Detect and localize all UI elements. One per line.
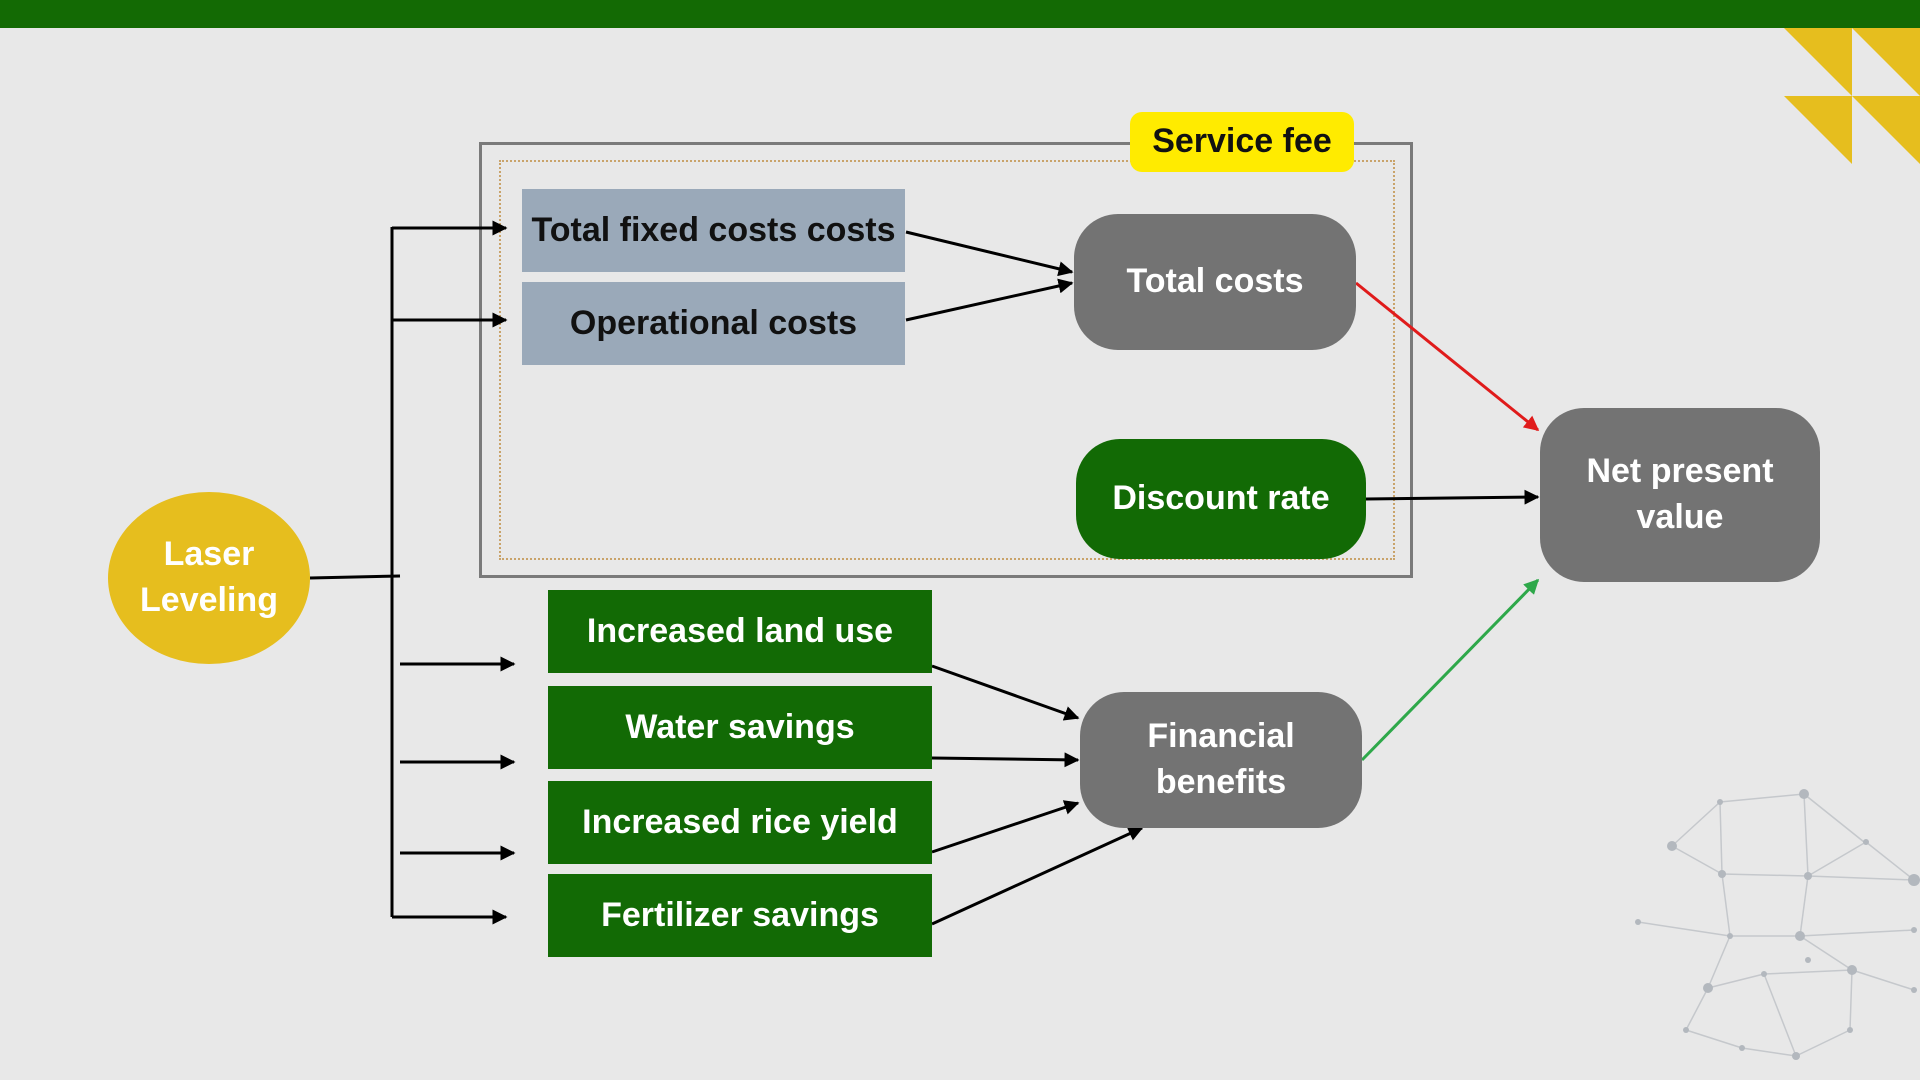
service-fee-label: Service fee — [1130, 112, 1354, 172]
arrow-land-use-to-financial — [931, 664, 1080, 721]
connector-laser-to-trunk — [309, 574, 401, 580]
total-fixed-costs-label: Total fixed costs costs — [531, 210, 896, 249]
increased-land-use-label: Increased land use — [586, 611, 894, 650]
arrow-fertilizer-to-financial — [931, 826, 1144, 926]
net-present-value-node: Net present value — [1540, 408, 1820, 582]
net-present-value-label: Net present value — [1586, 452, 1774, 536]
fertilizer-savings-label: Fertilizer savings — [601, 895, 879, 934]
service-fee-text: Service fee — [1152, 122, 1332, 161]
water-savings-node: Water savings — [548, 686, 932, 769]
arrow-rice-to-financial — [931, 800, 1080, 854]
corner-triangle — [1784, 96, 1852, 164]
arrow-total-costs-to-npv — [1355, 281, 1540, 432]
corner-triangle — [1784, 28, 1852, 96]
service-fee-inner-frame — [499, 160, 1395, 560]
arrow-discount-to-npv — [1365, 489, 1540, 505]
total-costs-label: Total costs — [1126, 262, 1304, 301]
laser-leveling-label: Laser Leveling — [140, 535, 278, 619]
discount-rate-node: Discount rate — [1076, 439, 1366, 559]
arrow-financial-to-npv — [1360, 578, 1540, 762]
service-fee-frame — [479, 142, 1413, 578]
discount-rate-label: Discount rate — [1112, 479, 1330, 518]
financial-benefits-label: Financial benefits — [1147, 717, 1295, 801]
arrow-water-to-financial — [931, 752, 1080, 768]
financial-benefits-node: Financial benefits — [1080, 692, 1362, 828]
increased-rice-yield-node: Increased rice yield — [548, 781, 932, 864]
corner-triangle — [1852, 28, 1920, 96]
increased-land-use-node: Increased land use — [548, 590, 932, 673]
increased-rice-yield-label: Increased rice yield — [582, 802, 898, 841]
arrow-fixed-to-total-costs — [905, 230, 1074, 277]
total-costs-node: Total costs — [1074, 214, 1356, 350]
top-bar — [0, 0, 1920, 28]
total-fixed-costs-node: Total fixed costs costs — [522, 189, 905, 272]
operational-costs-label: Operational costs — [569, 303, 858, 342]
operational-costs-node: Operational costs — [522, 282, 905, 365]
laser-leveling-node: Laser Leveling — [108, 492, 310, 664]
fertilizer-savings-node: Fertilizer savings — [548, 874, 932, 957]
water-savings-label: Water savings — [625, 707, 855, 746]
corner-triangle — [1852, 96, 1920, 164]
arrow-operational-to-total-costs — [905, 278, 1074, 322]
